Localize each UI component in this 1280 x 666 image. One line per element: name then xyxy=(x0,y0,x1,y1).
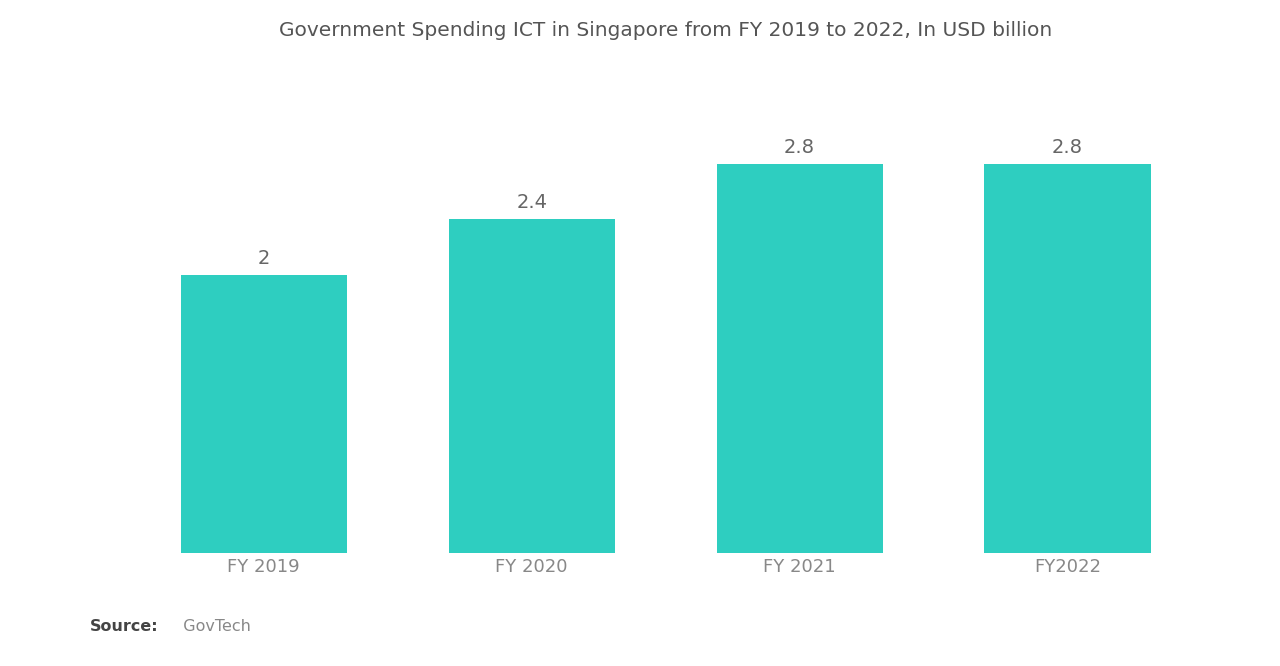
Bar xyxy=(448,219,614,553)
Text: Source:: Source: xyxy=(90,619,159,633)
Text: 2.4: 2.4 xyxy=(516,193,547,212)
Text: 2.8: 2.8 xyxy=(785,138,815,157)
Title: Government Spending ICT in Singapore from FY 2019 to 2022, In USD billion: Government Spending ICT in Singapore fro… xyxy=(279,21,1052,40)
Bar xyxy=(717,164,883,553)
Text: 2.8: 2.8 xyxy=(1052,138,1083,157)
Bar xyxy=(984,164,1151,553)
Text: 2: 2 xyxy=(257,249,270,268)
Text: GovTech: GovTech xyxy=(173,619,251,633)
Bar xyxy=(180,275,347,553)
